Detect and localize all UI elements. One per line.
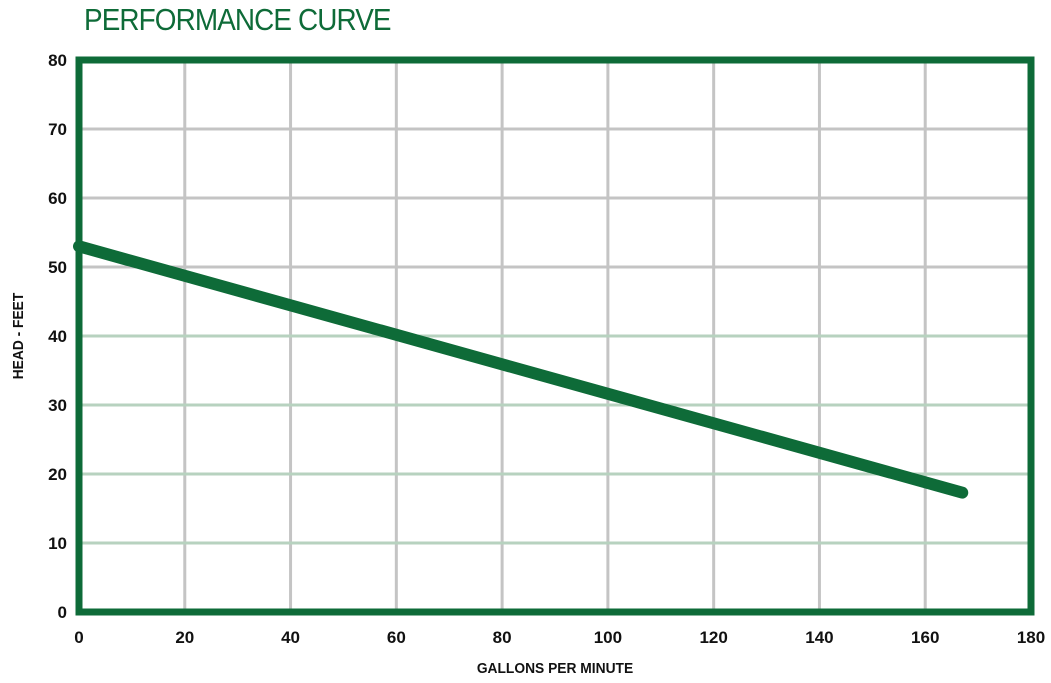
x-tick-label-180: 180 <box>1017 628 1045 647</box>
grid-lines <box>79 60 1031 612</box>
y-tick-label-30: 30 <box>48 396 67 415</box>
x-tick-label-100: 100 <box>594 628 622 647</box>
x-tick-label-40: 40 <box>281 628 300 647</box>
x-tick-label-0: 0 <box>74 628 83 647</box>
y-tick-label-0: 0 <box>58 603 67 622</box>
series-layer <box>73 240 969 499</box>
y-tick-label-50: 50 <box>48 258 67 277</box>
x-tick-label-20: 20 <box>175 628 194 647</box>
plot-frame <box>75 56 1035 616</box>
x-tick-label-120: 120 <box>699 628 727 647</box>
y-tick-label-20: 20 <box>48 465 67 484</box>
x-tick-labels: 0 20 40 60 80 100 120 140 160 180 <box>74 628 1045 647</box>
y-tick-label-40: 40 <box>48 327 67 346</box>
x-tick-label-160: 160 <box>911 628 939 647</box>
x-tick-label-140: 140 <box>805 628 833 647</box>
y-tick-label-70: 70 <box>48 120 67 139</box>
y-tick-label-80: 80 <box>48 51 67 70</box>
y-axis-label: HEAD - FEET <box>11 293 28 380</box>
series-line-0 <box>73 240 969 499</box>
chart-title: PERFORMANCE CURVE <box>84 2 392 37</box>
y-tick-label-60: 60 <box>48 189 67 208</box>
x-tick-label-80: 80 <box>493 628 512 647</box>
x-tick-label-60: 60 <box>387 628 406 647</box>
x-axis-label: GALLONS PER MINUTE <box>477 661 634 678</box>
y-tick-label-10: 10 <box>48 534 67 553</box>
y-tick-labels: 0 10 20 30 40 50 60 70 80 <box>48 51 67 622</box>
